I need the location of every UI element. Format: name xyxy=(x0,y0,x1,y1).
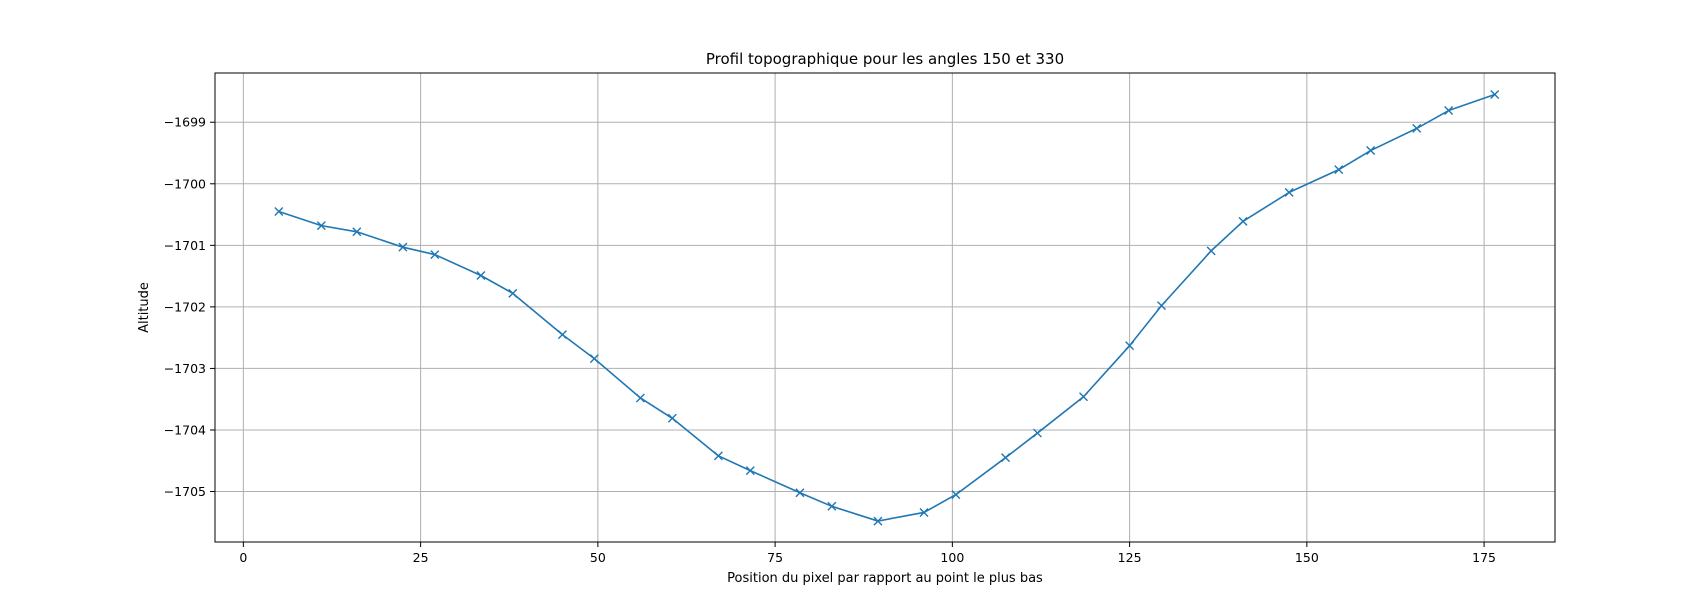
y-tick-label: −1703 xyxy=(164,361,206,376)
data-point-marker xyxy=(430,250,440,260)
y-axis: −1699 −1700 −1701 −1702 −1703 −1704 −1705 xyxy=(164,115,215,499)
data-point-marker xyxy=(795,488,805,498)
data-point-marker xyxy=(1157,301,1167,311)
x-axis-title: Position du pixel par rapport au point l… xyxy=(727,571,1043,586)
series-group xyxy=(274,90,1500,526)
data-point-marker xyxy=(1206,246,1216,256)
data-point-marker xyxy=(557,330,567,340)
data-point-marker xyxy=(316,221,326,231)
data-point-marker xyxy=(1412,123,1422,133)
x-tick-label: 0 xyxy=(239,550,247,565)
data-point-marker xyxy=(1366,146,1376,156)
data-point-marker xyxy=(1490,90,1500,100)
data-point-marker xyxy=(1079,392,1089,402)
data-point-marker xyxy=(589,354,599,364)
data-point-marker xyxy=(1444,106,1454,116)
data-point-marker xyxy=(919,507,929,517)
y-tick-label: −1704 xyxy=(164,422,206,437)
data-point-marker xyxy=(274,206,284,216)
data-point-marker xyxy=(745,466,755,476)
x-tick-label: 75 xyxy=(767,550,783,565)
grid xyxy=(215,73,1555,542)
y-tick-label: −1702 xyxy=(164,299,206,314)
y-axis-title: Altitude xyxy=(137,282,152,333)
y-tick-label: −1700 xyxy=(164,176,206,191)
x-tick-label: 50 xyxy=(590,550,606,565)
data-point-marker xyxy=(713,451,723,461)
data-point-marker xyxy=(827,501,837,511)
y-tick-label: −1701 xyxy=(164,238,206,253)
x-tick-label: 125 xyxy=(1118,550,1142,565)
data-point-marker xyxy=(398,242,408,252)
data-point-marker xyxy=(1334,165,1344,175)
x-tick-label: 150 xyxy=(1295,550,1319,565)
x-tick-label: 175 xyxy=(1472,550,1496,565)
data-point-marker xyxy=(508,288,518,298)
data-point-marker xyxy=(1125,341,1135,351)
data-point-marker xyxy=(667,413,677,423)
data-point-marker xyxy=(1284,187,1294,197)
x-axis: 0 25 50 75 100 125 150 175 xyxy=(239,542,1496,565)
data-point-marker xyxy=(476,271,486,280)
data-point-marker xyxy=(951,490,961,500)
y-tick-label: −1699 xyxy=(164,115,206,130)
data-point-marker xyxy=(873,516,883,526)
x-tick-label: 100 xyxy=(940,550,964,565)
data-point-marker xyxy=(1001,453,1011,463)
x-tick-label: 25 xyxy=(413,550,429,565)
data-point-marker xyxy=(1238,216,1248,226)
data-point-marker xyxy=(1032,428,1042,438)
chart-title: Profil topographique pour les angles 150… xyxy=(706,50,1064,68)
y-tick-label: −1705 xyxy=(164,484,206,499)
data-point-marker xyxy=(635,393,645,403)
series-line xyxy=(278,93,1496,522)
data-point-marker xyxy=(352,227,362,237)
plot-frame xyxy=(214,72,1556,543)
